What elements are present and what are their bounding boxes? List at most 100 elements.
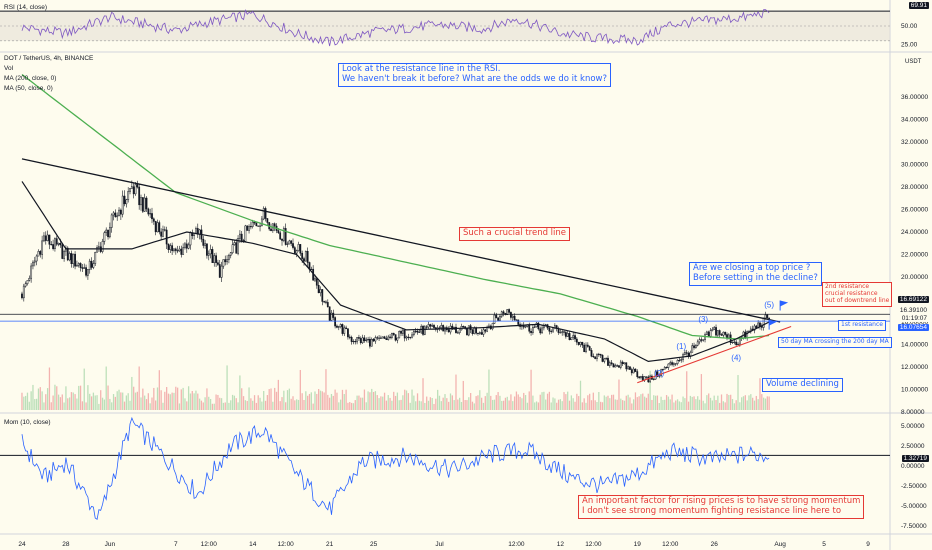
candle-body [586, 344, 589, 347]
volume-bar [305, 391, 307, 410]
volume-bar [422, 378, 424, 410]
candle-body [328, 306, 331, 321]
candle-body [753, 325, 756, 331]
volume-bar [480, 397, 483, 410]
candle-body [603, 358, 606, 362]
volume-bar [200, 400, 203, 410]
candle-body [352, 341, 355, 343]
candle-body [169, 245, 172, 250]
candle-body [594, 356, 597, 359]
candle-body [176, 250, 179, 252]
volume-bar [213, 403, 215, 410]
candle-body [253, 221, 256, 224]
volume-bar [50, 402, 52, 410]
volume-bar [702, 400, 704, 410]
price-tick-label: 12.00000 [901, 364, 928, 371]
candle-body [226, 259, 228, 263]
candle-body [28, 277, 31, 281]
volume-bar [65, 386, 67, 410]
candle-body [105, 229, 108, 233]
volume-bar [524, 395, 527, 410]
candle-body [365, 339, 368, 342]
candle-body [667, 363, 670, 368]
volume-bar [651, 399, 653, 410]
ma50-line [21, 181, 770, 363]
candle-body [715, 327, 717, 336]
candle-body [149, 213, 152, 215]
volume-bar [34, 399, 36, 410]
volume-bar [211, 403, 214, 410]
candle-body [116, 215, 119, 218]
candle-body [70, 253, 73, 265]
volume-bar [394, 395, 397, 410]
volume-bar [125, 395, 127, 410]
wave-label: (3) [698, 315, 708, 324]
volume-bar [380, 396, 382, 410]
x-tick-label: Aug [774, 541, 786, 548]
candle-body [220, 265, 223, 278]
volume-bar [512, 401, 514, 410]
volume-bar [37, 388, 40, 410]
volume-bar [418, 400, 421, 410]
candle-body [277, 230, 280, 234]
volume-bar [530, 369, 532, 410]
candle-body [54, 238, 56, 249]
candle-body [698, 339, 701, 343]
volume-bar [431, 397, 433, 410]
candle-body [583, 344, 586, 352]
volume-bar [581, 402, 583, 410]
volume-bar [493, 399, 496, 410]
candle-body [147, 208, 150, 215]
price-unit: USDT [905, 59, 922, 65]
candle-body [451, 325, 454, 330]
volume-bar [74, 394, 76, 410]
volume-bar [286, 390, 289, 410]
candle-body [722, 331, 725, 336]
candle-body [614, 365, 617, 368]
volume-bar [39, 387, 41, 410]
volume-bar [475, 396, 477, 410]
volume-bar [605, 396, 607, 410]
volume-bar [167, 393, 170, 410]
volume-bar [261, 401, 263, 410]
price-tick-label: 30.00000 [901, 162, 928, 169]
candle-body [334, 317, 337, 327]
candle-body [244, 225, 247, 242]
candle-body [350, 337, 353, 342]
price-tick-label: 16.00000 [901, 319, 928, 326]
volume-bar [54, 384, 56, 410]
volume-bar [250, 398, 252, 410]
volume-bar [134, 392, 137, 410]
candle-body [37, 251, 40, 257]
volume-bar [653, 395, 655, 410]
volume-bar [328, 397, 331, 410]
candle-body [72, 253, 75, 265]
candle-body [676, 360, 679, 364]
downtrend-line [21, 158, 781, 323]
candle-body [694, 345, 697, 348]
volume-bar [109, 398, 111, 410]
volume-bar [239, 375, 241, 410]
candle-body [766, 314, 769, 319]
volume-bar [343, 394, 345, 410]
support-line [637, 325, 792, 384]
volume-bar [669, 399, 671, 410]
candle-body [473, 327, 476, 334]
volume-bar [248, 387, 250, 410]
volume-bar [288, 388, 290, 410]
volume-bar [294, 400, 296, 410]
candle-body [44, 235, 47, 241]
ma-cross-note: 50 day MA crossing the 200 day MA [778, 337, 892, 348]
volume-bar [440, 401, 442, 410]
candle-body [649, 375, 651, 383]
candle-body [425, 326, 428, 328]
volume-bar [504, 397, 507, 410]
legend-vol: Vol [4, 65, 14, 72]
volume-bar [541, 392, 543, 410]
candle-body [447, 329, 450, 333]
rsi-current-tag: 69.91 [908, 2, 929, 9]
volume-bar [72, 392, 74, 410]
volume-bar [426, 396, 428, 410]
volume-bar [356, 395, 358, 410]
